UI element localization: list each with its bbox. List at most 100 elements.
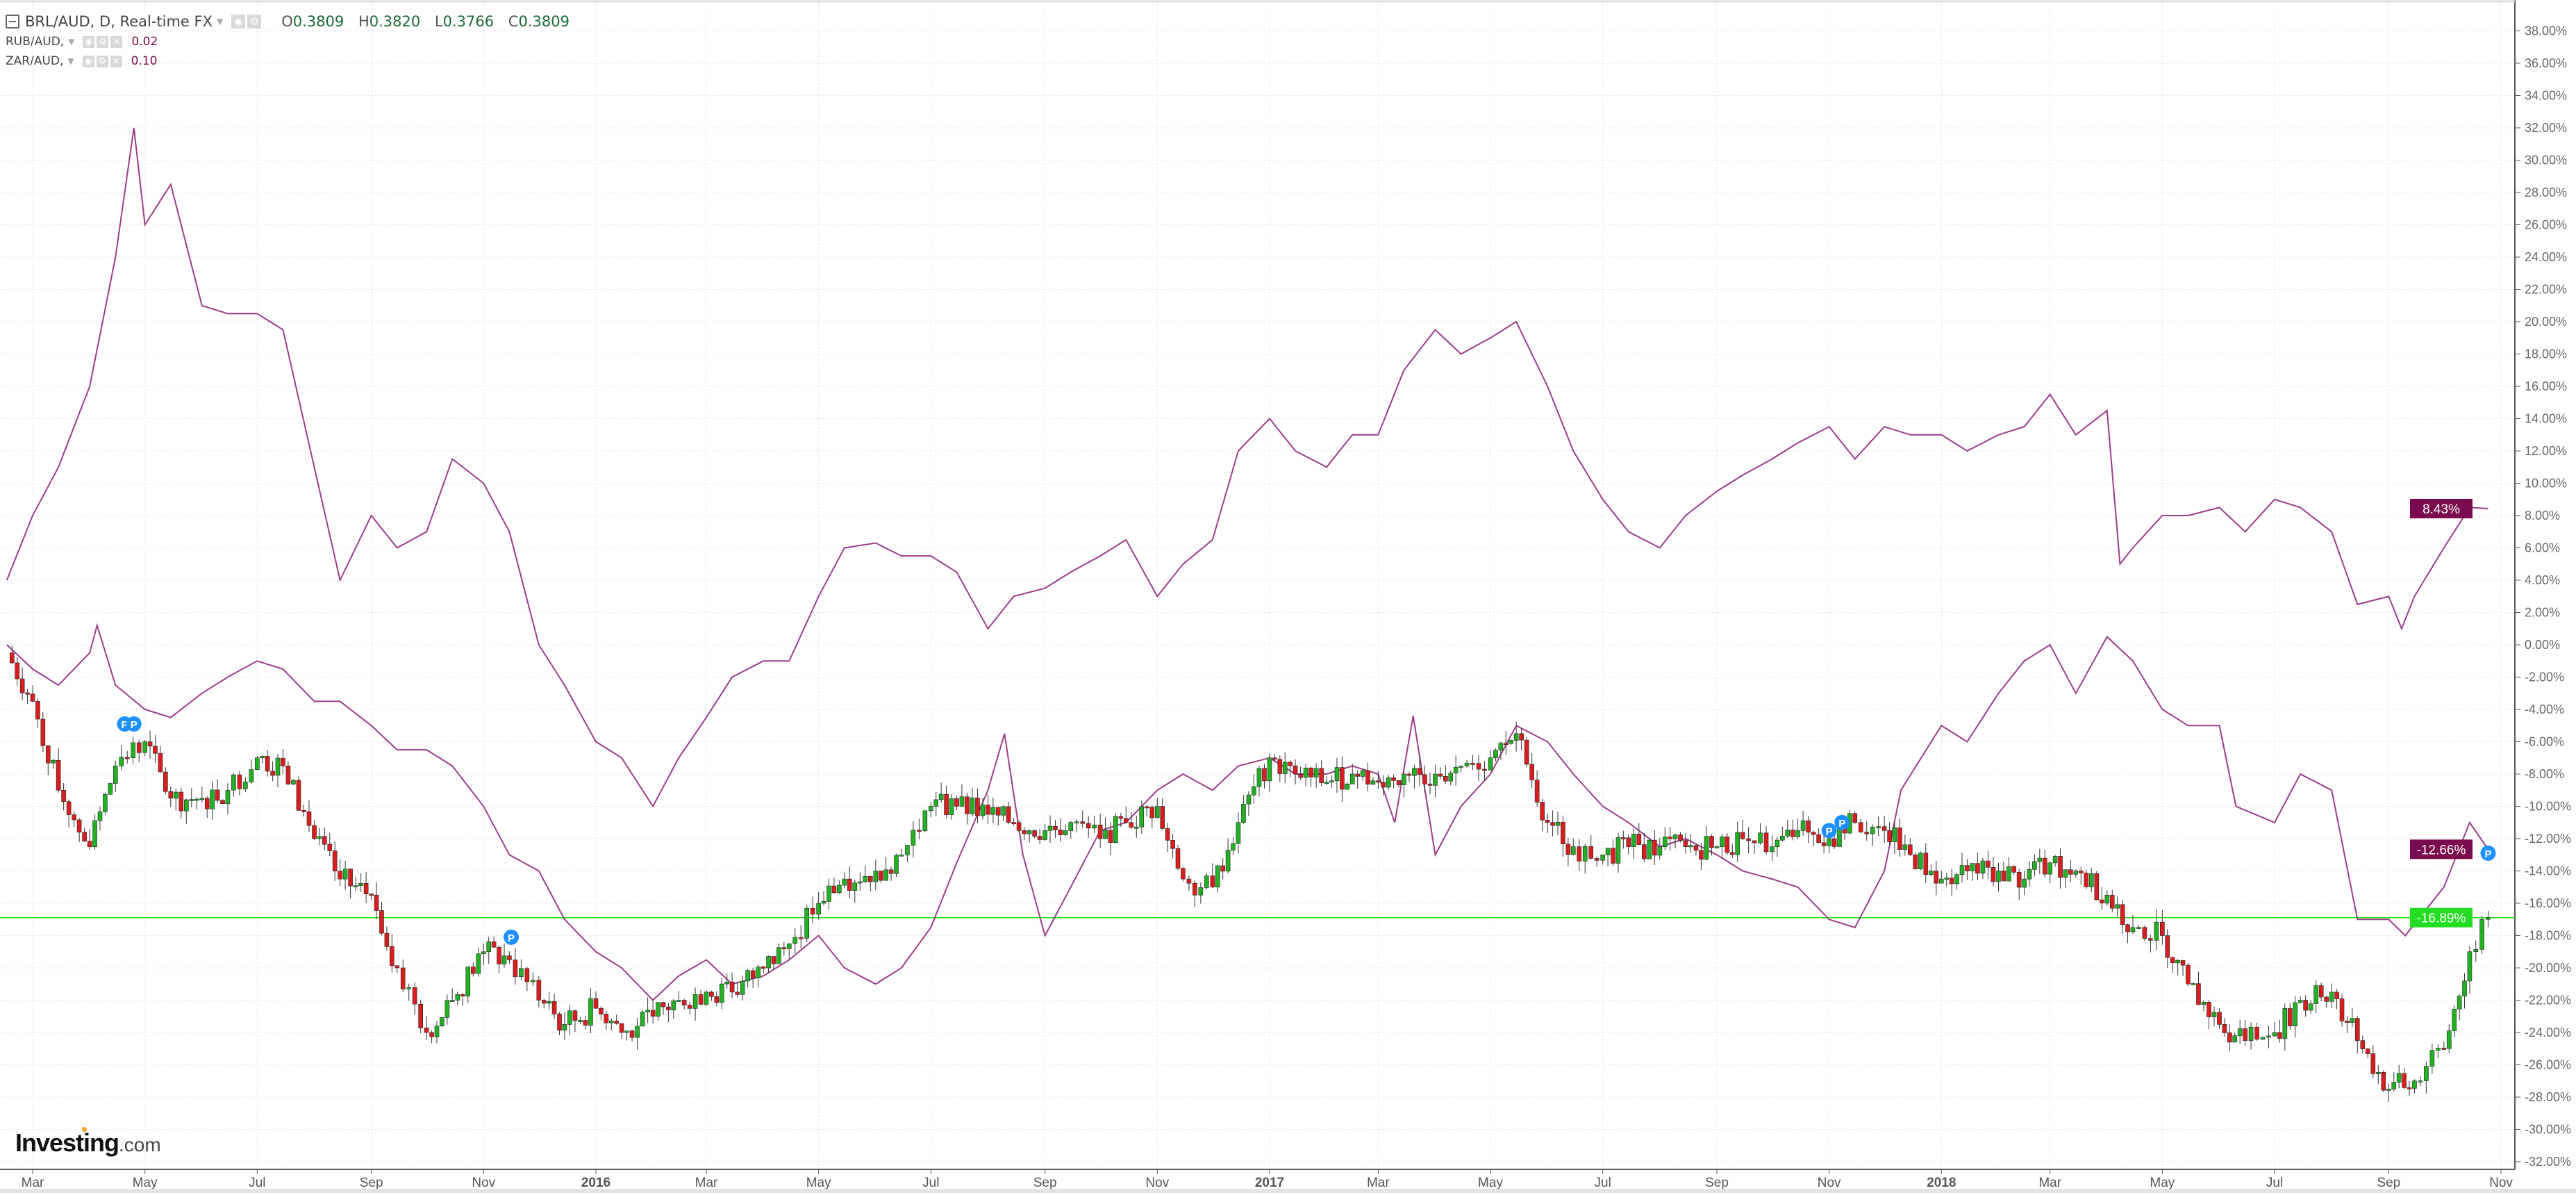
candle-body (888, 869, 894, 874)
chevron-down-icon[interactable]: ▼ (217, 17, 224, 26)
candle-body (1735, 832, 1740, 855)
close-icon[interactable]: ✕ (110, 35, 123, 48)
candle-body (108, 783, 113, 795)
candle-body (922, 810, 928, 832)
candle-body (1934, 871, 1939, 884)
y-tick-label: 34.00% (2525, 89, 2567, 103)
candle-body (1340, 767, 1345, 790)
candle-body (1503, 743, 1509, 746)
candle-body (1220, 865, 1225, 872)
legend-main-row: BRL/AUD, D, Real-time FX ▼ ◉ ⚙ O0.3809 H… (6, 11, 570, 32)
chart-legend: BRL/AUD, D, Real-time FX ▼ ◉ ⚙ O0.3809 H… (6, 11, 570, 71)
candle-body (1417, 768, 1422, 775)
candle-body (470, 966, 476, 974)
candle-body (1876, 826, 1881, 829)
gear-icon[interactable]: ⚙ (247, 15, 262, 28)
candle-body (1600, 854, 1605, 861)
candle-body (996, 807, 1001, 816)
low-label: L (434, 13, 443, 30)
candle-body (163, 771, 168, 792)
investing-logo[interactable]: Investing.com (15, 1127, 161, 1158)
candle-body (2429, 1050, 2435, 1067)
y-tick-label: 36.00% (2525, 56, 2567, 70)
candle-body (2402, 1073, 2407, 1088)
candle-body (1175, 848, 1181, 869)
candle-body (1198, 887, 1204, 896)
candle-body (1256, 768, 1262, 787)
compare-symbol-label[interactable]: RUB/AUD, (6, 35, 65, 49)
candle-body (194, 798, 199, 801)
x-tick-label: May (133, 1176, 158, 1190)
candle-body (1210, 875, 1215, 888)
y-tick-label: -20.00% (2525, 961, 2571, 975)
candle-body (1770, 846, 1775, 853)
candle-body (2365, 1048, 2370, 1054)
chevron-down-icon[interactable]: ▼ (67, 56, 74, 66)
candle-body (1476, 763, 1481, 770)
candle-body (400, 967, 406, 989)
candle-body (1355, 773, 1360, 777)
chevron-down-icon[interactable]: ▼ (68, 37, 75, 47)
candle-body (1288, 762, 1293, 766)
candle-body (2381, 1071, 2386, 1091)
candle-body (1231, 843, 1236, 850)
candle-body (82, 832, 87, 841)
candle-body (2329, 992, 2334, 1002)
candle-body (863, 875, 868, 882)
marker-p-icon (1821, 823, 1837, 839)
candle-body (332, 850, 338, 871)
candle-body (776, 947, 781, 964)
gear-icon[interactable]: ⚙ (97, 35, 109, 48)
candle-body (2391, 1082, 2397, 1089)
candle-body (894, 855, 899, 874)
ohlc-values: O0.3809 H0.3820 L0.3766 C0.3809 (272, 13, 570, 30)
eye-icon[interactable]: ◉ (231, 15, 246, 28)
candle-body (119, 757, 124, 766)
candle-body (1448, 773, 1454, 782)
x-tick-label: Sep (2377, 1176, 2400, 1190)
candle-body (1892, 827, 1897, 842)
candle-body (1852, 813, 1858, 823)
eye-icon[interactable]: ◉ (83, 35, 95, 48)
close-icon[interactable]: ✕ (110, 55, 122, 67)
candle-body (1092, 824, 1097, 829)
candle-body (1902, 844, 1908, 850)
candle-body (2297, 1000, 2303, 1003)
candle-body (476, 953, 481, 974)
candle-body (608, 1021, 614, 1023)
compare-symbol-label[interactable]: ZAR/AUD, (6, 54, 64, 68)
candle-body (1022, 830, 1027, 834)
candle-body (1464, 763, 1470, 766)
eye-icon[interactable]: ◉ (82, 55, 94, 67)
candle-body (692, 994, 698, 1009)
candle-body (2303, 1000, 2308, 1011)
candle-body (1241, 803, 1246, 823)
close-value: 0.3809 (518, 13, 570, 30)
candle-body (750, 970, 756, 978)
candle-body (1488, 757, 1493, 771)
collapse-legend-icon[interactable] (6, 15, 19, 28)
candle-body (842, 878, 847, 886)
candle-body (168, 791, 174, 799)
candle-body (1970, 863, 1975, 871)
main-symbol-label[interactable]: BRL/AUD, D, Real-time FX (25, 13, 213, 30)
y-tick-label: 28.00% (2525, 186, 2567, 199)
candle-body (1193, 882, 1197, 896)
candle-body (2016, 872, 2022, 888)
candle-body (1780, 836, 1785, 841)
logo-name: Investing (15, 1128, 119, 1157)
gear-icon[interactable]: ⚙ (96, 55, 108, 67)
candle-body (899, 854, 904, 857)
candle-body (933, 799, 939, 807)
marker-p-label: P (131, 719, 138, 731)
candle-body (1139, 806, 1145, 828)
bottom-strip (0, 1189, 2576, 1193)
y-tick-label: 22.00% (2525, 283, 2567, 297)
candle-body (2446, 1030, 2452, 1049)
candle-body (2217, 1012, 2222, 1025)
candle-body (798, 937, 804, 939)
candle-body (719, 983, 724, 1003)
candle-body (666, 1006, 671, 1010)
candle-body (2068, 869, 2073, 875)
